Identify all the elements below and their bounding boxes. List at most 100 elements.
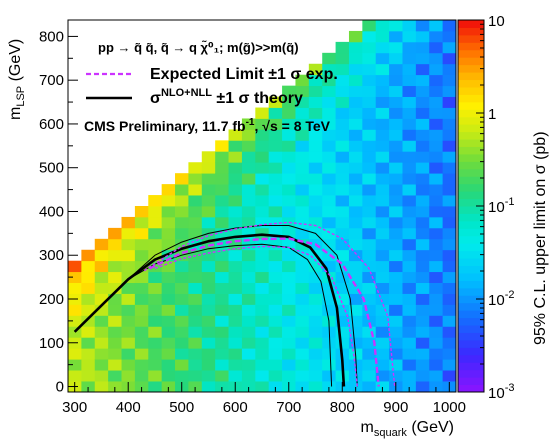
heatmap-cell (121, 304, 136, 316)
heatmap-cell (442, 107, 457, 119)
heatmap-cell (348, 271, 363, 283)
heatmap-cell (389, 370, 403, 382)
heatmap-cell (121, 326, 136, 338)
heatmap-cell (255, 271, 270, 283)
heatmap-cell (268, 96, 283, 108)
heatmap-cell (108, 337, 122, 349)
heatmap-cell (429, 118, 444, 130)
theory-legend-label: σNLO+NLL ±1 σ theory (150, 87, 303, 107)
heatmap-cell (268, 348, 283, 360)
x-tick-label: 800 (330, 399, 355, 416)
heatmap-cell (322, 129, 336, 141)
heatmap-cell (134, 249, 149, 262)
heatmap-cell (415, 30, 430, 43)
heatmap-cell (68, 271, 82, 283)
heatmap-cell (161, 282, 176, 294)
heatmap-cell (255, 260, 270, 273)
heatmap-cell (282, 337, 296, 349)
heatmap-cell (402, 107, 417, 119)
heatmap-cell (375, 162, 390, 174)
heatmap-cell (161, 227, 176, 240)
heatmap-cell (81, 359, 96, 371)
heatmap-cell (295, 359, 310, 371)
heatmap-cell (389, 315, 403, 327)
heatmap-cell (188, 304, 203, 316)
heatmap-cell (121, 293, 136, 305)
heatmap-cell (188, 162, 203, 174)
heatmap-cell (108, 271, 122, 283)
heatmap-cell (375, 195, 390, 207)
legend: pp → q̃ q̃, q̃ → q χ̃⁰₁; m(g̃)>>m(q̃) Ex… (84, 40, 338, 134)
heatmap-cell (429, 195, 444, 207)
heatmap-cell (415, 315, 430, 327)
heatmap-cell (175, 184, 189, 196)
heatmap-cell (362, 359, 377, 371)
heatmap-cell (228, 195, 243, 207)
heatmap-cell (255, 381, 270, 393)
heatmap-cell (175, 271, 189, 283)
heatmap-cell (255, 195, 270, 207)
heatmap-cell (429, 271, 444, 283)
heatmap-cell (161, 206, 176, 218)
heatmap-cell (402, 20, 417, 32)
heatmap-cell (442, 63, 457, 76)
heatmap-cell (295, 315, 310, 327)
y-tick-label: 300 (39, 247, 64, 264)
heatmap-cell (375, 140, 390, 152)
heatmap-cell (188, 282, 203, 294)
heatmap-cell (415, 184, 430, 196)
heatmap-cell (228, 271, 243, 283)
heatmap-cell (335, 271, 350, 283)
z-tick-label: 10-2 (488, 289, 514, 309)
heatmap-cell (241, 162, 256, 174)
heatmap-cell (348, 63, 363, 76)
heatmap-cell (282, 96, 296, 108)
heatmap-cell (335, 107, 350, 119)
heatmap-cell (389, 162, 403, 174)
observed-limit-curve (73, 233, 346, 387)
palette-swatch (458, 139, 484, 147)
heatmap-cell (362, 63, 377, 76)
heatmap-cell (322, 162, 336, 174)
heatmap-cell (108, 249, 122, 262)
heatmap-cell (108, 227, 122, 240)
heatmap-cell (348, 52, 363, 65)
heatmap-cell (94, 271, 109, 283)
heatmap-cell (429, 326, 444, 338)
luminosity-text: CMS Preliminary, 11.7 fb (84, 118, 246, 134)
heatmap-cell (322, 195, 336, 207)
palette-swatch (458, 206, 484, 214)
heatmap-cell (402, 359, 417, 371)
color-palette (457, 19, 485, 393)
palette-swatch (458, 101, 484, 110)
heatmap-cell (282, 326, 296, 338)
heatmap-cell (415, 359, 430, 371)
theory-order: NLO+NLL (161, 87, 212, 99)
heatmap-cell (362, 348, 377, 360)
heatmap-cell (389, 96, 403, 108)
heatmap-cell (268, 238, 283, 251)
heatmap-cell (362, 238, 377, 251)
palette-swatch (458, 183, 484, 192)
heatmap-cell (282, 348, 296, 360)
heatmap-cell (402, 337, 417, 349)
heatmap-cell (429, 140, 444, 152)
heatmap-cell (442, 52, 457, 65)
heatmap-cell (228, 140, 243, 152)
heatmap-cell (375, 41, 390, 54)
heatmap-cell (268, 118, 283, 130)
heatmap-cell (375, 118, 390, 130)
heatmap-cell (94, 359, 109, 371)
heatmap-cell (322, 184, 336, 196)
heatmap-cell (308, 151, 323, 163)
heatmap-cell (415, 249, 430, 262)
heatmap-cell (429, 370, 444, 382)
heatmap-cell (335, 326, 350, 338)
heatmap-cell (402, 326, 417, 338)
palette-swatch (458, 272, 484, 281)
heatmap-cell (268, 129, 283, 141)
heatmap-cell (94, 293, 109, 305)
heatmap-cell (375, 52, 390, 65)
palette-swatch (458, 250, 484, 259)
heatmap-cell (322, 85, 336, 97)
